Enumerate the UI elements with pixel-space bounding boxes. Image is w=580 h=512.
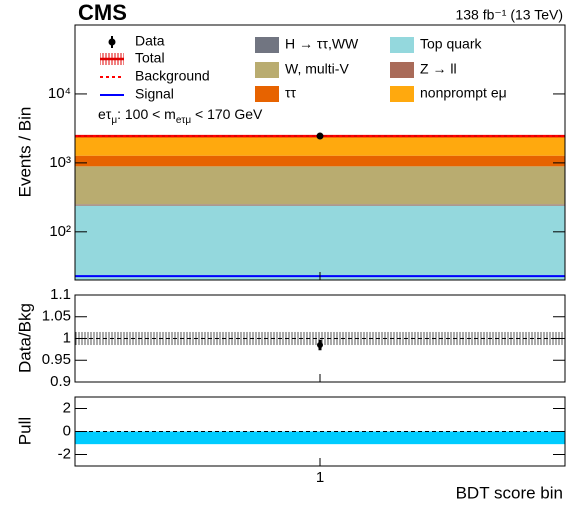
y-tick-label: 10⁴ [48, 85, 71, 102]
pull-bar [75, 432, 565, 445]
stack-segment [75, 156, 565, 167]
legend-swatch [390, 86, 414, 102]
lumi-label: 138 fb⁻¹ (13 TeV) [455, 7, 563, 23]
legend-label: Data [135, 33, 165, 49]
legend-swatch [390, 62, 414, 78]
panel: -2 0 2 1 [58, 397, 565, 486]
data-point [317, 133, 324, 140]
stack-segment [75, 206, 565, 280]
y-axis-label: Data/Bkg [15, 303, 34, 373]
y-tick-label: 2 [63, 399, 71, 416]
legend-swatch [255, 86, 279, 102]
stack-segment [75, 205, 565, 206]
legend-label: W, multi-V [285, 61, 349, 77]
y-tick-label: 10³ [49, 154, 71, 171]
annotation: eτμ: 100 < meτμ < 170 GeV [98, 106, 263, 126]
annotation-part: < 170 GeV [191, 106, 263, 122]
y-tick-label: 0.95 [42, 351, 71, 368]
legend-label: Total [135, 50, 165, 66]
chart-title: CMS [78, 0, 127, 25]
y-tick-label: 1 [63, 329, 71, 346]
marks [75, 332, 565, 350]
legend-label: nonprompt eμ [420, 85, 507, 101]
annotation-part: eτ [176, 115, 186, 126]
legend-label: Top quark [420, 36, 482, 52]
marks [75, 432, 565, 445]
y-axis-label: Pull [15, 417, 34, 445]
panel: 0.9 0.95 1 1.05 1.1 [42, 286, 565, 390]
y-tick-label: 1.05 [42, 308, 71, 325]
legend-label: Z → ll [420, 61, 457, 77]
x-axis-label: BDT score bin [456, 483, 563, 502]
legend-swatch [255, 62, 279, 78]
y-tick-label: 10² [49, 223, 71, 240]
annotation-part: eτ [98, 106, 112, 122]
legend-symbol [109, 39, 116, 46]
legend-swatch [255, 37, 279, 53]
legend-label: ττ [285, 85, 297, 101]
y-tick-label: -2 [58, 445, 71, 462]
stack-segment [75, 166, 565, 204]
legend-label: Background [135, 68, 210, 84]
y-tick-label: 1.1 [50, 286, 71, 303]
legend-swatch [390, 37, 414, 53]
y-axis-label: Events / Bin [15, 107, 34, 198]
annotation-part: : 100 < m [117, 106, 176, 122]
legend-label: Signal [135, 86, 174, 102]
y-tick-label: 0.9 [50, 373, 71, 390]
legend-label: H → ττ,WW [285, 36, 359, 52]
marks [75, 133, 565, 280]
y-tick-label: 0 [63, 422, 71, 439]
ratio-point [317, 342, 323, 348]
x-tick-label: 1 [316, 469, 324, 486]
